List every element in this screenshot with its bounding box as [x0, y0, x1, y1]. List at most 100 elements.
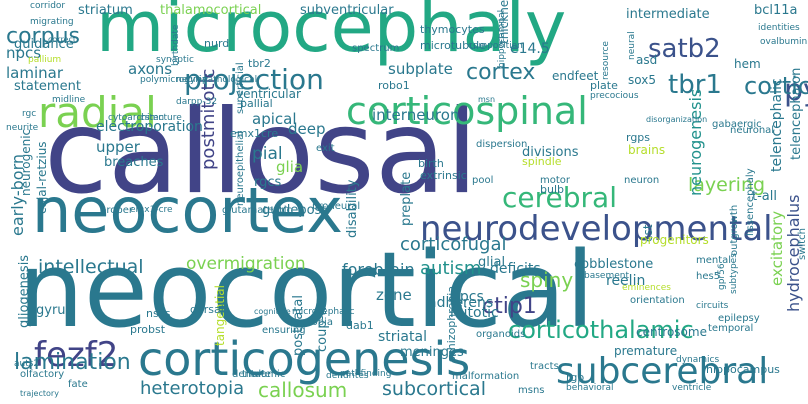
word: neurodevelopmental — [420, 209, 773, 249]
word: cognitive — [254, 307, 291, 316]
word: guidance — [14, 37, 74, 52]
word: plate — [590, 79, 618, 92]
word: probst — [130, 323, 166, 336]
word: dispersion — [476, 139, 528, 150]
word: callosal — [44, 85, 479, 220]
word: neocortical — [18, 229, 595, 351]
word: nscs — [146, 307, 171, 320]
word: deficits — [490, 261, 541, 277]
word: reelin — [606, 273, 646, 289]
word: fate — [68, 379, 88, 390]
word: brains — [628, 143, 666, 157]
word: thalamic — [242, 369, 286, 380]
word: ventricular — [236, 87, 301, 101]
word: electroporation — [96, 119, 203, 135]
word: progenitors — [640, 233, 709, 247]
word: preplate — [399, 171, 414, 226]
word: premature — [614, 344, 678, 358]
word: e14.5 — [510, 41, 550, 57]
word: temporal — [708, 323, 754, 334]
word: ctip1 — [482, 294, 537, 319]
word: microtubule — [420, 39, 486, 52]
word: telencephalon — [789, 67, 804, 160]
word: extrinsic — [420, 169, 467, 182]
word: upper — [96, 138, 140, 156]
word: thalamocortical — [160, 3, 262, 18]
word: meninges — [400, 345, 464, 360]
word: autism — [420, 258, 482, 279]
word: glia — [276, 158, 304, 176]
word: subplate — [388, 60, 453, 78]
word: npcs — [6, 44, 42, 62]
word: csmn — [140, 113, 165, 123]
word: emx1cre — [230, 127, 279, 140]
word: pool — [472, 175, 494, 186]
word: satb2 — [648, 34, 721, 64]
word: resource — [601, 41, 611, 80]
word: spectrum — [352, 43, 400, 54]
word: gyrus — [36, 303, 73, 318]
word: microcephalic — [292, 307, 355, 317]
word: centrosome — [636, 325, 707, 339]
word: corticospinal — [346, 89, 588, 133]
word: midline — [52, 95, 86, 105]
word: zone — [376, 286, 412, 304]
word: nurd — [204, 37, 230, 50]
word: overmigration — [186, 254, 306, 274]
word: subcerebral — [556, 351, 769, 392]
word: excitatory — [768, 210, 786, 286]
word: neuroepithelial — [235, 131, 246, 206]
word: tbr2 — [248, 57, 271, 70]
word: disorganization — [646, 115, 708, 124]
word: rgp — [566, 371, 585, 384]
word: intermediate — [626, 7, 710, 22]
word: glutamatergic — [222, 205, 293, 216]
word: bulb — [540, 183, 564, 196]
word: neuron — [624, 175, 660, 186]
word: asd — [636, 53, 658, 67]
word: rgps — [626, 131, 651, 144]
word: ventricle — [672, 383, 712, 393]
word: interneuron — [372, 106, 460, 124]
word: switch — [797, 228, 808, 260]
word: motor — [540, 175, 571, 186]
word: subtypes — [729, 253, 739, 294]
word: tbr1 — [668, 70, 722, 100]
word: spiny — [520, 268, 574, 292]
word: corticofugal — [400, 234, 507, 255]
word: neuronal — [730, 125, 775, 136]
word: neocortex — [32, 174, 343, 247]
word: t-all — [752, 189, 777, 204]
word: synaptic — [156, 55, 194, 65]
word: thymocytes — [420, 23, 485, 36]
word: olfactory — [20, 369, 65, 380]
word: adherens — [428, 295, 494, 311]
word: mental — [696, 255, 732, 266]
word: corpus — [6, 24, 80, 49]
word: layering — [688, 174, 766, 196]
word: epilepsy — [718, 313, 760, 324]
word: thickness — [497, 0, 511, 44]
word: eminences — [622, 283, 671, 293]
word: radial — [38, 88, 157, 137]
word: neurogenic — [19, 128, 33, 196]
word: hes5 — [696, 271, 721, 282]
word: neurogenesis — [686, 88, 705, 196]
word: intellectual — [38, 256, 144, 278]
word: corridor — [30, 1, 66, 11]
word: ovalbumin — [760, 37, 808, 47]
word: robo1 — [378, 79, 410, 92]
word: rgcs — [254, 175, 282, 190]
word: exit — [316, 143, 335, 154]
word: pallium — [28, 55, 62, 65]
word: behavioral — [566, 383, 614, 393]
word: trajectory — [20, 389, 59, 398]
word: dorsal — [190, 303, 224, 316]
word: laminar — [6, 64, 64, 82]
word: msn — [478, 95, 496, 104]
word: polymicrogyria — [140, 75, 208, 85]
word: bcl11a — [754, 3, 798, 18]
word: spindle — [522, 155, 562, 168]
word: birth — [418, 157, 444, 170]
